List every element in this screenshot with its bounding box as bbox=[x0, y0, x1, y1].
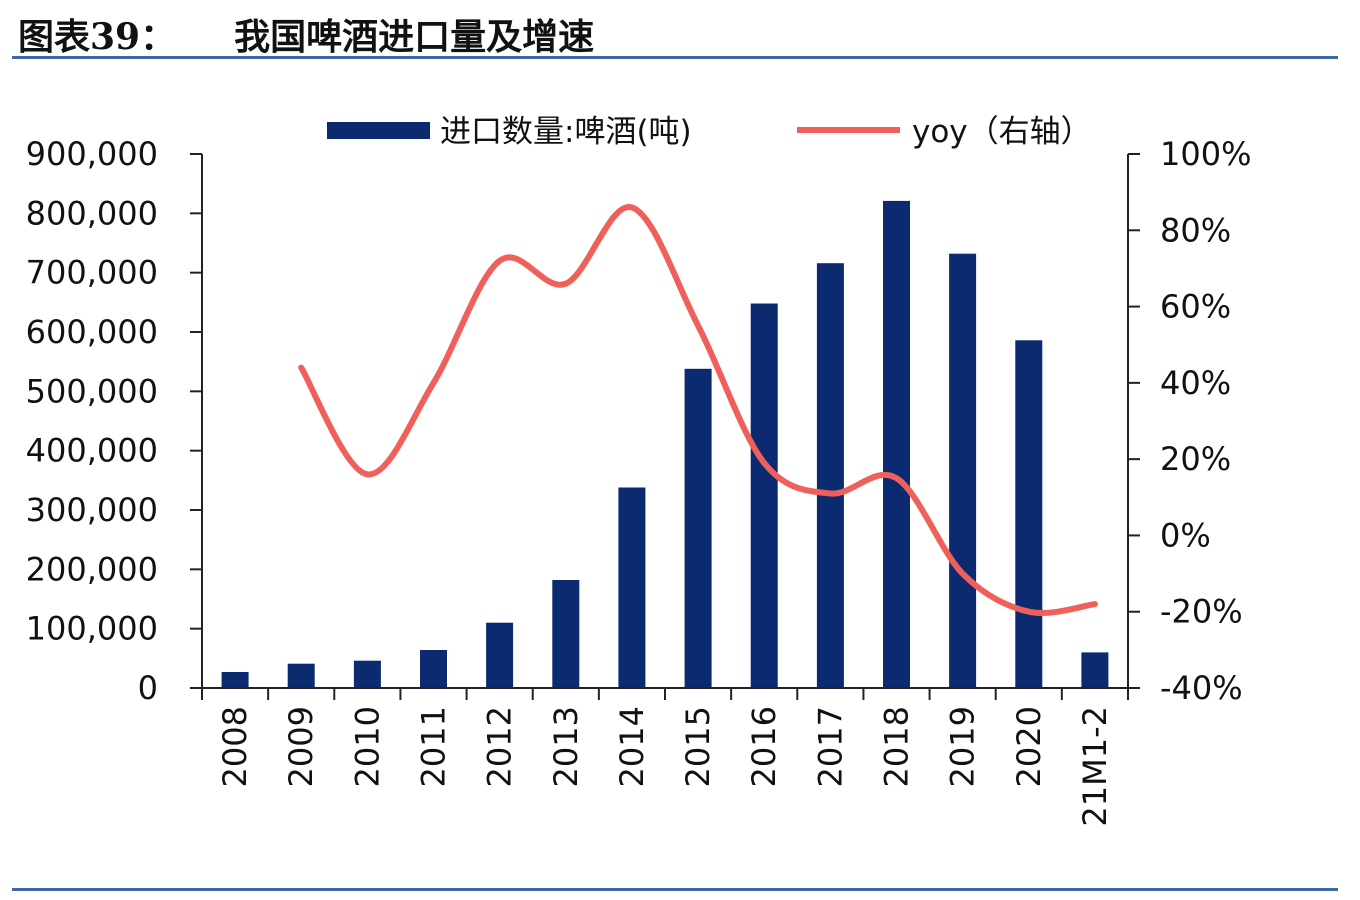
x-tick-label: 2017 bbox=[811, 706, 849, 787]
x-tick-label: 2016 bbox=[745, 706, 783, 787]
figure-label: 图表39： bbox=[18, 16, 177, 58]
x-tick-label: 2019 bbox=[944, 706, 982, 787]
figure-title: 图表39： 我国啤酒进口量及增速 bbox=[18, 8, 594, 60]
left-tick-label: 300,000 bbox=[26, 491, 158, 529]
left-axis: 0 100,000 200,000 300,000 400,000 500,000 600,… bbox=[26, 135, 203, 707]
right-tick-label: 40% bbox=[1160, 364, 1231, 402]
bar-2015 bbox=[684, 368, 712, 688]
x-tick-label: 2009 bbox=[282, 706, 320, 787]
left-tick-label: 100,000 bbox=[26, 610, 158, 648]
right-tick-label: -40% bbox=[1160, 669, 1243, 707]
right-tick-label: 0% bbox=[1160, 516, 1211, 554]
bar-2014 bbox=[618, 487, 646, 688]
right-tick-label: 60% bbox=[1160, 288, 1231, 326]
bar-2011 bbox=[420, 650, 447, 688]
right-tick-label: 80% bbox=[1160, 211, 1231, 249]
line-series bbox=[298, 204, 1098, 616]
bar-21M1-2 bbox=[1081, 652, 1109, 688]
bar-2013 bbox=[552, 580, 580, 688]
x-tick-label: 2011 bbox=[415, 706, 453, 787]
left-tick-label: 700,000 bbox=[26, 254, 158, 292]
bar-2018 bbox=[883, 200, 910, 688]
bar-2017 bbox=[816, 263, 844, 688]
right-tick-label: 20% bbox=[1160, 440, 1231, 478]
x-tick-label: 2018 bbox=[878, 706, 916, 787]
legend: 进口数量:啤酒(吨) yoy（右轴） bbox=[327, 114, 1092, 150]
x-tick-label: 2015 bbox=[679, 706, 717, 787]
legend-line-label: yoy（右轴） bbox=[912, 114, 1092, 150]
bar-2010 bbox=[353, 660, 381, 688]
legend-bar-swatch bbox=[327, 122, 430, 139]
yoy-line bbox=[298, 204, 1098, 616]
right-tick-label: 100% bbox=[1160, 135, 1251, 173]
x-tick-label: 2012 bbox=[481, 706, 519, 787]
legend-bar-label: 进口数量:啤酒(吨) bbox=[440, 114, 692, 150]
left-tick-label: 600,000 bbox=[26, 313, 158, 351]
bar-series bbox=[221, 200, 1109, 688]
x-tick-label: 2008 bbox=[216, 706, 254, 787]
x-tick-label: 2014 bbox=[613, 706, 651, 787]
left-tick-label: 800,000 bbox=[26, 194, 158, 232]
x-axis: 2008 2009 2010 2011 2012 2013 2014 2015 2016 2017… bbox=[201, 687, 1129, 827]
left-tick-label: 400,000 bbox=[26, 432, 158, 470]
right-tick-label: -20% bbox=[1160, 593, 1243, 631]
x-tick-label: 2013 bbox=[547, 706, 585, 787]
figure-title-text: 我国啤酒进口量及增速 bbox=[234, 16, 595, 58]
bar-2012 bbox=[486, 622, 514, 688]
left-tick-label: 200,000 bbox=[26, 550, 158, 588]
bar-2009 bbox=[287, 663, 315, 688]
bar-2008 bbox=[221, 672, 249, 688]
x-tick-label: 2020 bbox=[1010, 706, 1048, 787]
x-tick-label: 2010 bbox=[348, 706, 386, 787]
bottom-rule bbox=[12, 888, 1338, 891]
bar-2020 bbox=[1015, 340, 1043, 688]
left-tick-label: 500,000 bbox=[26, 372, 158, 410]
right-axis: -40% -20% 0% 20% 40% 60% 80% 100% bbox=[1127, 135, 1251, 707]
bar-2019 bbox=[949, 253, 977, 688]
x-tick-label: 21M1-2 bbox=[1076, 706, 1114, 827]
left-tick-label: 0 bbox=[138, 669, 158, 707]
left-tick-label: 900,000 bbox=[26, 135, 158, 173]
top-rule bbox=[12, 56, 1338, 59]
bar-2016 bbox=[750, 303, 778, 688]
